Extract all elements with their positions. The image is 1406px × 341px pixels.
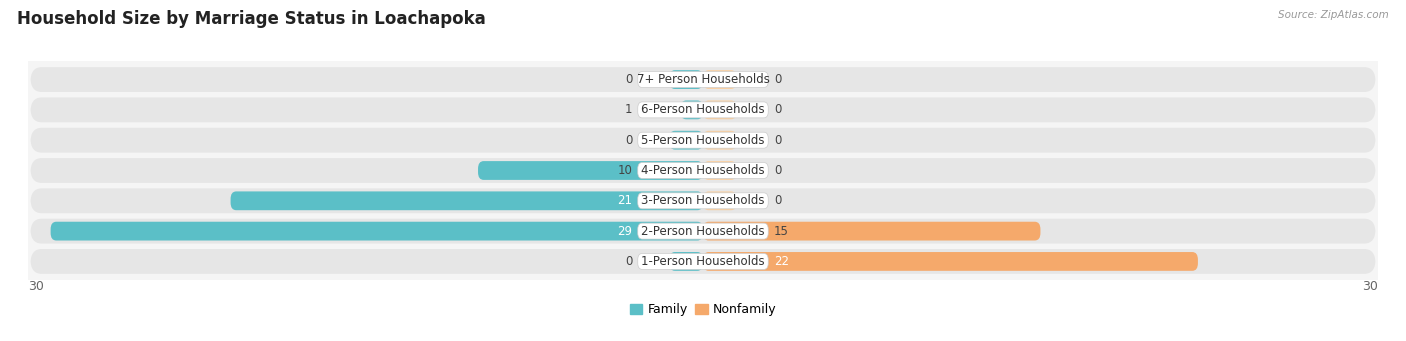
Text: 0: 0: [773, 194, 782, 207]
FancyBboxPatch shape: [231, 191, 703, 210]
Text: 0: 0: [773, 164, 782, 177]
FancyBboxPatch shape: [638, 132, 768, 148]
Text: 2-Person Households: 2-Person Households: [641, 225, 765, 238]
FancyBboxPatch shape: [681, 101, 703, 119]
Text: 30: 30: [1362, 280, 1378, 293]
Text: 1: 1: [624, 103, 633, 116]
FancyBboxPatch shape: [638, 102, 768, 118]
Text: 1-Person Households: 1-Person Households: [641, 255, 765, 268]
Text: 0: 0: [773, 103, 782, 116]
FancyBboxPatch shape: [31, 158, 1375, 183]
Text: 5-Person Households: 5-Person Households: [641, 134, 765, 147]
Text: 7+ Person Households: 7+ Person Households: [637, 73, 769, 86]
Text: 0: 0: [624, 134, 633, 147]
FancyBboxPatch shape: [638, 163, 768, 178]
FancyBboxPatch shape: [703, 191, 737, 210]
FancyBboxPatch shape: [703, 101, 737, 119]
FancyBboxPatch shape: [638, 193, 768, 209]
FancyBboxPatch shape: [31, 128, 1375, 153]
Text: 4-Person Households: 4-Person Households: [641, 164, 765, 177]
FancyBboxPatch shape: [31, 219, 1375, 243]
FancyBboxPatch shape: [31, 67, 1375, 92]
Text: 10: 10: [617, 164, 633, 177]
Text: 0: 0: [773, 134, 782, 147]
Text: 21: 21: [617, 194, 633, 207]
Text: 0: 0: [624, 255, 633, 268]
FancyBboxPatch shape: [638, 253, 768, 269]
FancyBboxPatch shape: [669, 70, 703, 89]
FancyBboxPatch shape: [669, 131, 703, 150]
Text: 0: 0: [773, 73, 782, 86]
Text: 22: 22: [773, 255, 789, 268]
FancyBboxPatch shape: [703, 222, 1040, 240]
Text: 29: 29: [617, 225, 633, 238]
Text: Source: ZipAtlas.com: Source: ZipAtlas.com: [1278, 10, 1389, 20]
FancyBboxPatch shape: [703, 252, 1198, 271]
Text: 3-Person Households: 3-Person Households: [641, 194, 765, 207]
FancyBboxPatch shape: [703, 161, 737, 180]
FancyBboxPatch shape: [703, 70, 737, 89]
FancyBboxPatch shape: [51, 222, 703, 240]
Text: 15: 15: [773, 225, 789, 238]
FancyBboxPatch shape: [638, 223, 768, 239]
FancyBboxPatch shape: [669, 252, 703, 271]
Text: 0: 0: [624, 73, 633, 86]
FancyBboxPatch shape: [31, 249, 1375, 274]
FancyBboxPatch shape: [478, 161, 703, 180]
Text: 6-Person Households: 6-Person Households: [641, 103, 765, 116]
FancyBboxPatch shape: [703, 131, 737, 150]
Text: 30: 30: [28, 280, 44, 293]
FancyBboxPatch shape: [31, 188, 1375, 213]
Legend: Family, Nonfamily: Family, Nonfamily: [624, 298, 782, 321]
Text: Household Size by Marriage Status in Loachapoka: Household Size by Marriage Status in Loa…: [17, 10, 485, 28]
FancyBboxPatch shape: [638, 72, 768, 88]
FancyBboxPatch shape: [31, 98, 1375, 122]
